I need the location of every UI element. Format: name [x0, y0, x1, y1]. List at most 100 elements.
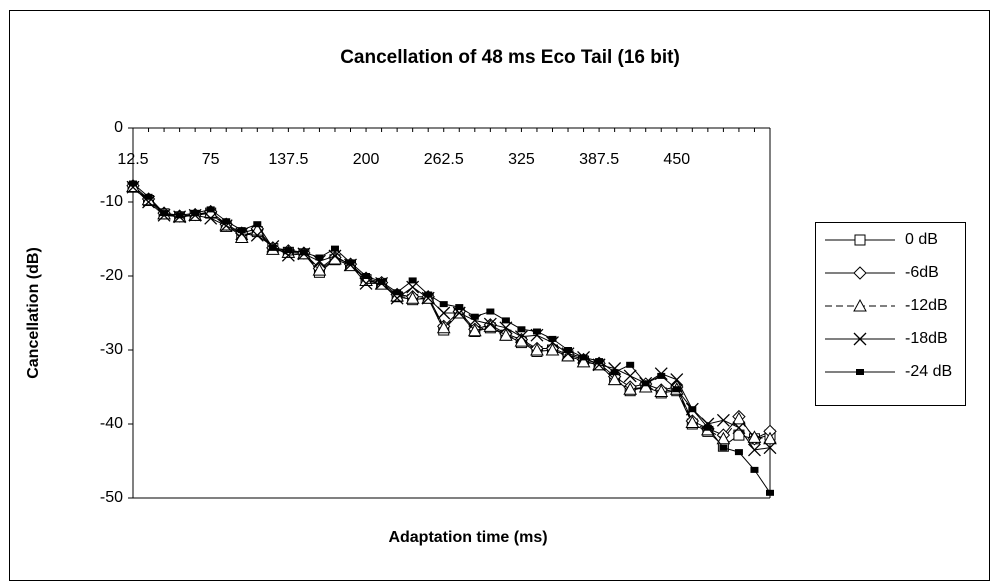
marker	[501, 317, 510, 324]
marker	[362, 273, 371, 279]
marker	[532, 328, 541, 335]
marker	[483, 317, 497, 331]
marker	[626, 361, 635, 368]
marker	[654, 384, 669, 397]
marker	[641, 380, 650, 387]
y-tick-label: -40	[100, 415, 123, 432]
marker	[175, 212, 184, 219]
marker	[237, 227, 246, 234]
marker	[514, 334, 529, 347]
marker	[672, 386, 681, 393]
marker	[455, 304, 464, 311]
marker	[748, 443, 761, 457]
marker	[299, 249, 308, 256]
x-axis-label: Adaptation time (ms)	[388, 529, 547, 546]
marker	[670, 373, 684, 387]
y-tick-label: -10	[100, 193, 123, 210]
marker	[688, 406, 697, 413]
chart-title: Cancellation of 48 ms Eco Tail (16 bit)	[340, 47, 680, 68]
marker	[657, 372, 666, 379]
marker	[514, 330, 528, 344]
x-tick-label: 262.5	[424, 151, 464, 168]
legend-label: 0 dB	[905, 231, 938, 248]
marker	[703, 424, 712, 431]
marker	[750, 466, 759, 473]
marker	[204, 211, 218, 225]
marker	[160, 210, 169, 217]
legend-label: -24 dB	[905, 363, 952, 380]
legend-marker	[856, 369, 864, 375]
marker	[346, 259, 355, 266]
marker	[405, 291, 420, 304]
marker	[561, 348, 575, 362]
marker	[408, 277, 417, 284]
marker	[747, 430, 762, 443]
marker	[607, 372, 622, 386]
legend-marker	[853, 298, 867, 312]
marker	[359, 276, 373, 290]
marker	[250, 228, 264, 242]
marker	[548, 335, 557, 342]
marker	[253, 221, 262, 228]
legend-marker	[853, 332, 867, 346]
marker	[393, 289, 402, 296]
marker	[377, 278, 386, 285]
x-tick-label: 12.5	[117, 151, 148, 168]
marker	[470, 313, 479, 320]
marker	[716, 431, 731, 445]
legend-marker	[853, 266, 867, 280]
marker	[732, 421, 746, 435]
marker	[499, 321, 513, 335]
marker	[144, 193, 153, 200]
marker	[576, 354, 591, 368]
marker	[719, 444, 728, 451]
marker	[517, 326, 526, 333]
marker	[467, 323, 482, 337]
marker	[268, 244, 277, 251]
marker	[610, 369, 619, 376]
marker	[685, 415, 700, 429]
y-tick-label: -20	[100, 267, 123, 284]
marker	[191, 210, 200, 217]
y-tick-label: -30	[100, 341, 123, 358]
marker	[564, 347, 573, 353]
marker	[763, 431, 777, 445]
marker	[424, 291, 433, 298]
marker	[732, 411, 746, 425]
marker	[312, 263, 327, 276]
marker	[436, 320, 451, 334]
marker	[579, 354, 588, 361]
marker	[716, 413, 730, 427]
legend-label: -18dB	[905, 330, 948, 347]
y-axis-label: Cancellation (dB)	[25, 247, 42, 379]
x-tick-label: 387.5	[579, 151, 619, 168]
marker	[530, 342, 544, 356]
marker	[499, 328, 513, 341]
marker	[439, 301, 448, 308]
x-tick-label: 200	[353, 151, 380, 168]
marker	[545, 342, 560, 356]
marker	[437, 306, 451, 320]
marker	[623, 369, 637, 383]
marker	[206, 206, 215, 213]
marker	[595, 358, 604, 365]
legend-label: -6dB	[905, 264, 939, 281]
x-tick-label: 137.5	[268, 151, 308, 168]
y-tick-label: -50	[100, 489, 123, 506]
marker	[766, 489, 774, 496]
marker	[315, 254, 324, 261]
legend-label: -12dB	[905, 297, 948, 314]
marker	[734, 449, 743, 456]
marker	[763, 441, 777, 455]
marker	[486, 308, 495, 315]
y-tick-label: 0	[114, 119, 123, 136]
legend-box	[815, 222, 966, 406]
x-tick-label: 75	[202, 151, 220, 168]
marker	[129, 180, 137, 187]
marker	[623, 382, 638, 395]
marker	[284, 247, 293, 254]
x-tick-label: 450	[663, 151, 690, 168]
marker	[330, 245, 339, 252]
legend-marker	[854, 234, 866, 246]
